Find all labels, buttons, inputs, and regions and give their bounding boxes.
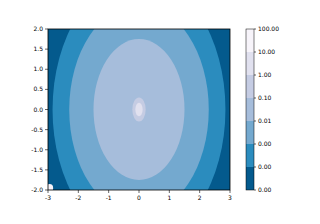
contour [94, 39, 185, 180]
plot-area [48, 29, 230, 190]
y-tick [45, 149, 48, 150]
x-tick-label: 0 [137, 194, 141, 201]
y-tick-label: -2.0 [31, 186, 43, 193]
x-tick [48, 190, 49, 193]
y-tick-label: 2.0 [33, 25, 43, 32]
x-tick-label: -1 [106, 194, 112, 201]
colorbar-frame [246, 29, 254, 190]
colorbar-tick [254, 121, 256, 122]
colorbar-tick [254, 190, 256, 191]
x-tick [139, 190, 140, 193]
x-tick-label: 1 [167, 194, 171, 201]
y-tick-label: 1.0 [33, 65, 43, 72]
x-tick-label: 3 [228, 194, 232, 201]
colorbar-tick-label: 0.00 [258, 186, 272, 193]
y-tick [45, 49, 48, 50]
colorbar-band [246, 144, 254, 167]
colorbar-tick [254, 52, 256, 53]
colorbar-tick-label: 0.01 [258, 117, 272, 124]
x-tick [78, 190, 79, 193]
y-tick-label: 1.5 [33, 45, 43, 52]
y-tick [45, 190, 48, 191]
colorbar-tick-label: 100.00 [258, 25, 279, 32]
colorbar-tick-label: 1.00 [258, 71, 272, 78]
y-tick [45, 169, 48, 170]
y-tick [45, 129, 48, 130]
colorbar-band [246, 121, 254, 144]
y-tick-label: 0.5 [33, 85, 43, 92]
x-tick [230, 190, 231, 193]
colorbar-tick [254, 75, 256, 76]
x-tick-label: 2 [198, 194, 202, 201]
colorbar-band [246, 75, 254, 98]
y-tick [45, 89, 48, 90]
contour [69, 29, 209, 190]
colorbar-tick-label: 0.00 [258, 163, 272, 170]
x-tick-label: -3 [45, 194, 51, 201]
contour [135, 103, 142, 117]
colorbar-band [246, 29, 254, 52]
frame [48, 29, 230, 190]
y-tick [45, 109, 48, 110]
contour [48, 184, 53, 190]
y-tick-label: -0.5 [31, 126, 43, 133]
contour [53, 29, 226, 190]
y-tick-label: -1.5 [31, 166, 43, 173]
colorbar-band [246, 167, 254, 190]
x-tick-label: -2 [75, 194, 81, 201]
colorbar-tick [254, 167, 256, 168]
x-tick [169, 190, 170, 193]
x-tick [108, 190, 109, 193]
x-tick [199, 190, 200, 193]
colorbar-tick [254, 144, 256, 145]
colorbar-tick-label: 0.00 [258, 140, 272, 147]
contour [132, 97, 145, 121]
y-tick-label: -1.0 [31, 146, 43, 153]
colorbar-tick-label: 10.00 [258, 48, 275, 55]
colorbar-band [246, 52, 254, 75]
colorbar-band [246, 98, 254, 121]
colorbar-tick [254, 98, 256, 99]
colorbar-tick [254, 29, 256, 30]
colorbar-tick-label: 0.10 [258, 94, 272, 101]
y-tick [45, 29, 48, 30]
y-tick [45, 69, 48, 70]
y-tick-label: 0.0 [33, 106, 43, 113]
chart: -3 -2 -1 0 1 2 3 -2.0 -1.5 -1.0 -0.5 0.0 0.5 1.0 1.5 2.… [0, 0, 320, 224]
